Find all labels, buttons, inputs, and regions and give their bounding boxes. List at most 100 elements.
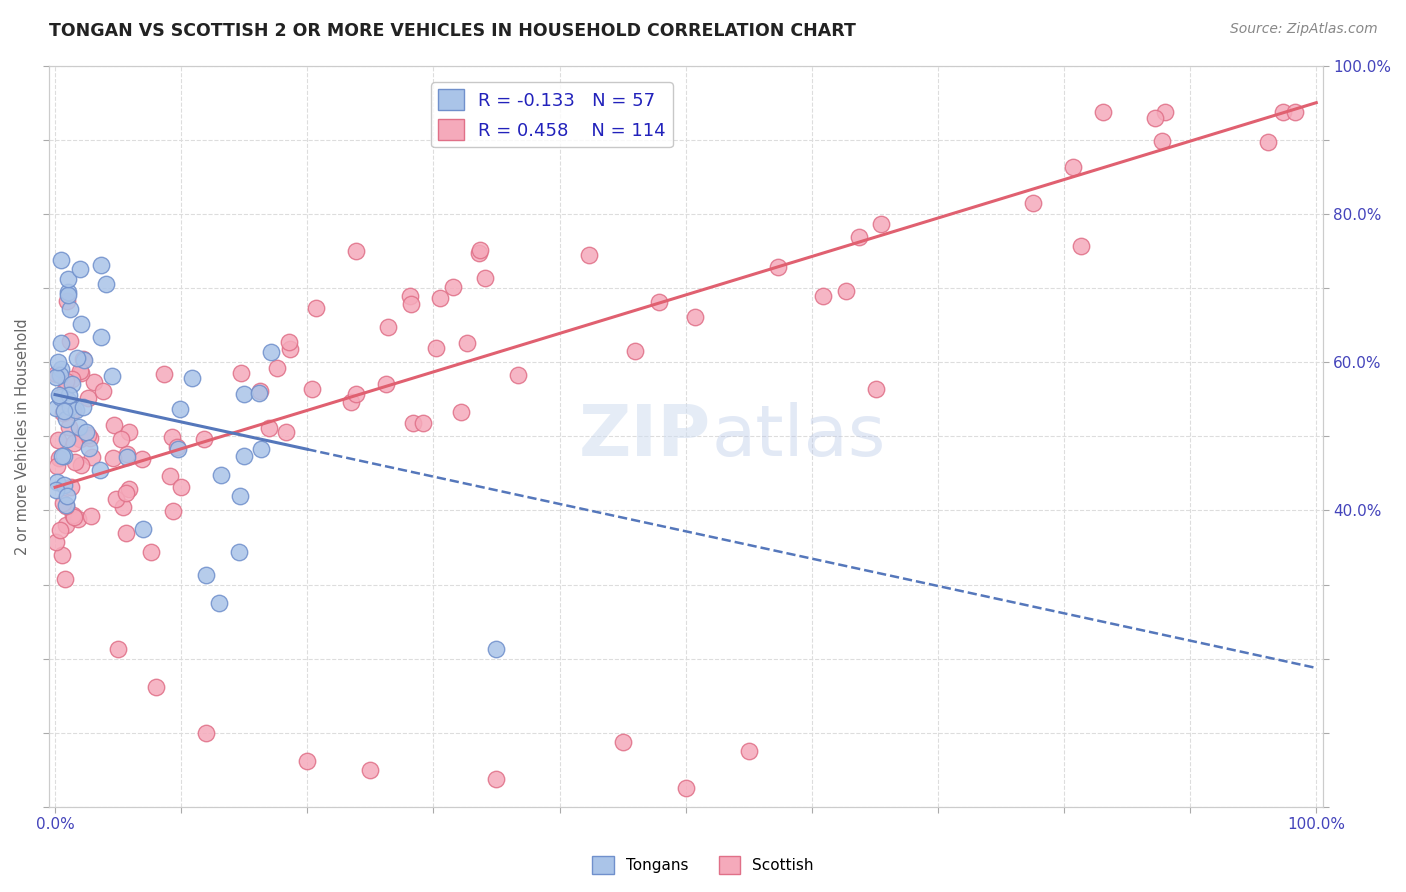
Point — [301, 382, 323, 396]
Point — [111, 500, 134, 514]
Point — [62, 377, 84, 392]
Point — [1022, 195, 1045, 210]
Point — [60, 402, 83, 417]
Point — [169, 402, 191, 417]
Point — [470, 244, 492, 258]
Point — [52, 404, 75, 418]
Point — [65, 351, 87, 366]
Point — [485, 772, 508, 787]
Point — [69, 458, 91, 473]
Point — [82, 450, 104, 465]
Point — [675, 781, 697, 796]
Point — [48, 368, 70, 382]
Point — [58, 388, 80, 402]
Point — [340, 394, 363, 409]
Point — [766, 260, 789, 275]
Point — [51, 361, 73, 376]
Point — [55, 374, 77, 388]
Point — [578, 247, 600, 261]
Point — [1284, 104, 1306, 119]
Point — [75, 425, 97, 439]
Point — [647, 294, 669, 309]
Point — [105, 491, 128, 506]
Point — [402, 416, 425, 430]
Point — [612, 735, 634, 749]
Point — [1272, 104, 1295, 119]
Point — [58, 285, 80, 299]
Point — [55, 499, 77, 513]
Point — [247, 385, 270, 400]
Point — [114, 525, 136, 540]
Point — [441, 280, 464, 294]
Point — [77, 392, 100, 406]
Point — [195, 726, 218, 740]
Point — [131, 452, 153, 467]
Point — [170, 480, 193, 494]
Point — [474, 271, 496, 285]
Text: Source: ZipAtlas.com: Source: ZipAtlas.com — [1230, 22, 1378, 37]
Point — [45, 401, 67, 416]
Point — [848, 230, 870, 244]
Point — [63, 510, 86, 524]
Point — [46, 355, 69, 369]
Point — [48, 451, 70, 466]
Point — [67, 419, 90, 434]
Point — [53, 478, 76, 492]
Point — [276, 425, 298, 439]
Point — [49, 336, 72, 351]
Point — [278, 342, 301, 356]
Point — [59, 334, 82, 348]
Point — [115, 485, 138, 500]
Point — [508, 368, 530, 382]
Point — [429, 291, 451, 305]
Point — [69, 262, 91, 277]
Point — [73, 353, 96, 368]
Point — [79, 430, 101, 444]
Point — [55, 293, 77, 308]
Text: TONGAN VS SCOTTISH 2 OR MORE VEHICLES IN HOUSEHOLD CORRELATION CHART: TONGAN VS SCOTTISH 2 OR MORE VEHICLES IN… — [49, 22, 856, 40]
Point — [160, 430, 183, 444]
Point — [277, 335, 299, 350]
Point — [344, 386, 367, 401]
Point — [46, 433, 69, 447]
Point — [59, 400, 82, 414]
Point — [115, 447, 138, 461]
Point — [233, 449, 256, 463]
Point — [45, 475, 67, 489]
Point — [49, 390, 72, 404]
Point — [118, 482, 141, 496]
Point — [297, 754, 319, 768]
Point — [229, 366, 252, 380]
Point — [139, 545, 162, 559]
Point — [683, 310, 706, 324]
Point — [56, 489, 79, 503]
Point — [51, 548, 73, 562]
Point — [153, 367, 176, 381]
Point — [72, 351, 94, 366]
Point — [70, 366, 93, 380]
Y-axis label: 2 or more Vehicles in Household: 2 or more Vehicles in Household — [15, 318, 30, 555]
Point — [377, 319, 399, 334]
Point — [52, 495, 75, 509]
Point — [59, 480, 82, 494]
Point — [53, 383, 76, 397]
Point — [195, 568, 218, 582]
Point — [56, 392, 79, 407]
Point — [425, 341, 447, 355]
Point — [89, 258, 111, 272]
Point — [66, 512, 89, 526]
Point — [468, 246, 491, 260]
Point — [208, 596, 231, 610]
Point — [107, 642, 129, 657]
Point — [69, 364, 91, 378]
Point — [1150, 134, 1173, 148]
Point — [1092, 104, 1115, 119]
Point — [249, 442, 271, 456]
Point — [60, 372, 83, 386]
Point — [56, 271, 79, 285]
Point — [69, 432, 91, 446]
Point — [145, 680, 167, 694]
Point — [90, 330, 112, 344]
Point — [101, 450, 124, 465]
Point — [83, 375, 105, 389]
